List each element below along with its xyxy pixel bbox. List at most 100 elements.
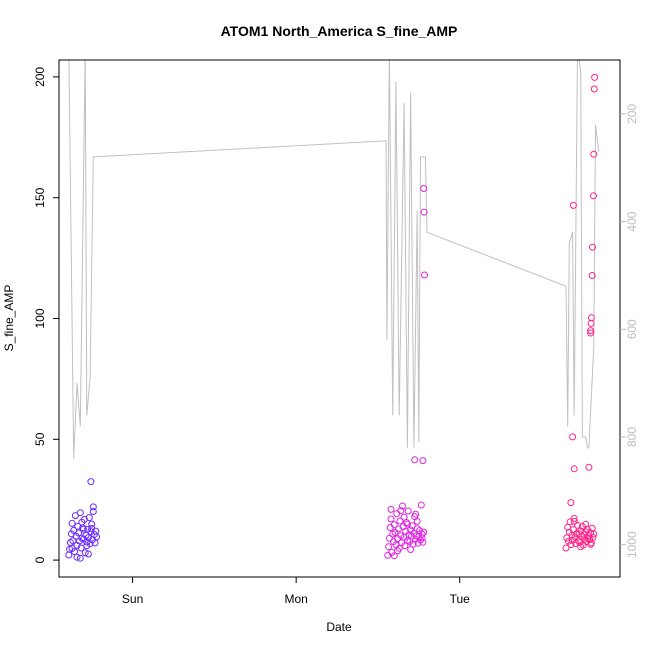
scatter-point	[394, 547, 402, 555]
scatter-point	[585, 463, 593, 471]
scatter-point	[80, 525, 87, 533]
scatter-points-layer	[65, 73, 599, 562]
scatter-point	[89, 508, 97, 515]
right-tick-label: 1000	[625, 531, 639, 558]
scatter-point	[393, 510, 401, 518]
scatter-point	[589, 243, 596, 251]
scatter-point	[68, 519, 76, 527]
scatter-point	[569, 433, 577, 441]
right-tick-label: 400	[625, 211, 639, 231]
scatter-point	[81, 549, 89, 557]
scatter-point	[88, 524, 96, 532]
right-tick-label: 800	[625, 427, 639, 447]
scatter-point	[589, 533, 597, 541]
scatter-point	[390, 552, 398, 560]
scatter-point	[399, 502, 406, 510]
scatter-point	[570, 465, 578, 473]
scatter-point	[567, 541, 575, 549]
scatter-point	[65, 551, 73, 559]
scatter-point	[574, 537, 582, 545]
scatter-point	[570, 517, 578, 525]
scatter-point	[68, 545, 76, 552]
scatter-point	[411, 456, 419, 464]
scatter-point	[590, 85, 598, 93]
scatter-point	[385, 543, 393, 551]
scatter-point	[407, 546, 415, 553]
scatter-point	[587, 329, 595, 337]
line-series-layer	[68, 60, 600, 459]
right-tick-label: 200	[625, 104, 639, 124]
scatter-point	[413, 517, 421, 525]
y-tick-label: 0	[33, 556, 47, 563]
scatter-point	[562, 544, 570, 552]
scatter-point	[89, 503, 97, 511]
x-tick-label: Mon	[284, 592, 307, 606]
x-tick-label: Tue	[450, 592, 471, 606]
scatter-point	[84, 534, 92, 542]
scatter-point	[419, 538, 427, 546]
scatter-point	[403, 520, 411, 528]
right-tick-label: 600	[625, 319, 639, 339]
scatter-point	[84, 550, 92, 558]
scatter-point	[76, 554, 84, 562]
y-axis-label: S_fine_AMP	[2, 285, 16, 352]
scatter-point	[387, 515, 395, 523]
scatter-point	[587, 314, 595, 322]
scatter-point	[587, 327, 595, 335]
chart-title: ATOM1 North_America S_fine_AMP	[221, 23, 458, 39]
scatter-point	[384, 551, 392, 559]
scatter-point	[397, 507, 405, 515]
scatter-point	[83, 542, 91, 550]
scatter-point	[400, 513, 408, 521]
scatter-point	[582, 520, 590, 528]
scatter-point	[588, 272, 596, 279]
scatter-point	[569, 201, 577, 209]
x-axis: Sun Mon Tue	[122, 577, 470, 606]
scatter-point	[397, 532, 405, 540]
scatter-point	[591, 73, 599, 81]
scatter-point	[417, 501, 425, 509]
scatter-point	[390, 521, 398, 529]
scatter-point	[590, 150, 598, 158]
scatter-point	[567, 499, 575, 507]
y-tick-label: 50	[33, 432, 47, 446]
scatter-point	[404, 507, 412, 515]
y-axis: 0 50 100 150 200	[33, 67, 59, 563]
scatter-point	[90, 531, 98, 538]
y-tick-label: 100	[33, 308, 47, 328]
scatter-point	[590, 192, 597, 200]
scatter-point	[590, 530, 598, 538]
scatter-point	[385, 534, 393, 542]
scatter-point	[74, 522, 82, 530]
scatter-point	[76, 509, 84, 517]
scatter-point	[420, 208, 428, 216]
scatter-point	[418, 530, 426, 538]
scatter-point	[566, 518, 574, 526]
scatter-point	[387, 505, 395, 513]
scatter-point	[75, 529, 83, 537]
scatter-point	[577, 543, 585, 551]
scatter-point	[69, 537, 77, 545]
scatter-point	[421, 271, 428, 279]
scatter-point	[87, 478, 95, 486]
y-tick-label: 150	[33, 187, 47, 207]
x-axis-label: Date	[326, 620, 352, 634]
scatter-point	[412, 510, 420, 518]
plot-frame	[58, 59, 621, 578]
scatter-point	[88, 520, 96, 528]
right-axis: 200 400 600 800 1000	[620, 104, 639, 558]
scatter-point	[85, 514, 93, 522]
y-tick-label: 200	[33, 67, 47, 87]
scatter-point	[570, 515, 578, 522]
scatter-point	[587, 540, 595, 548]
scatter-point	[418, 534, 426, 542]
scatter-point	[420, 185, 428, 192]
scatter-point	[419, 457, 427, 465]
scatter-point	[73, 553, 81, 561]
right-axis-line-series	[68, 60, 600, 459]
scatter-point	[396, 517, 404, 525]
scatter-point	[78, 518, 86, 526]
x-tick-label: Sun	[122, 592, 143, 606]
scatter-point	[93, 533, 101, 541]
